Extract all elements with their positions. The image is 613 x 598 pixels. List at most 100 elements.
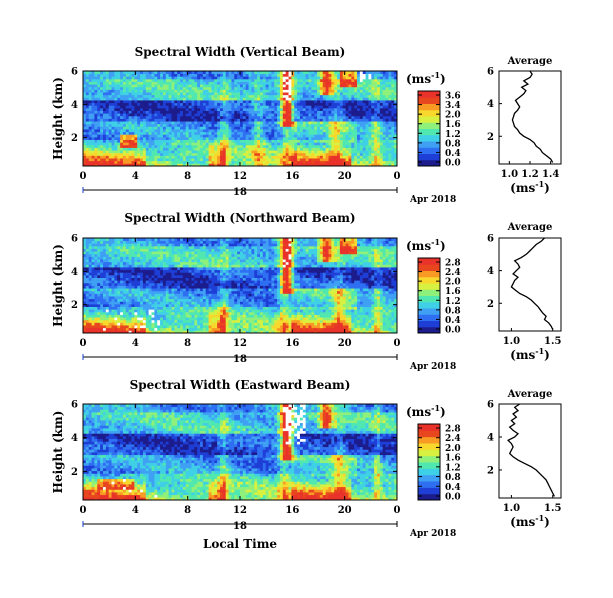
heatmap-cell xyxy=(94,248,98,252)
heatmap-cell xyxy=(185,129,190,133)
heatmap-cell xyxy=(85,76,90,80)
heatmap-cell xyxy=(365,97,369,101)
heatmap-cell xyxy=(88,251,92,255)
heatmap-cell xyxy=(137,121,141,125)
heatmap-cell xyxy=(245,123,249,127)
heatmap-cell xyxy=(214,78,218,82)
heatmap-cell xyxy=(231,110,235,114)
heatmap-cell xyxy=(91,142,95,146)
colorbar-tick-label: 1.6 xyxy=(445,120,461,130)
heatmap-cell xyxy=(102,152,107,156)
heatmap-cell xyxy=(122,319,127,323)
heatmap-cell xyxy=(165,139,170,143)
heatmap-cell xyxy=(197,113,201,117)
heatmap-cell xyxy=(125,267,130,271)
heatmap-cell xyxy=(137,144,141,148)
heatmap-cell xyxy=(88,285,92,289)
heatmap-cell xyxy=(322,160,327,164)
heatmap-cell xyxy=(100,317,104,321)
heatmap-cell xyxy=(145,280,150,284)
heatmap-cell xyxy=(368,89,372,93)
heatmap-cell xyxy=(108,126,112,130)
heatmap-cell xyxy=(140,139,144,143)
heatmap-cell xyxy=(317,134,321,138)
heatmap-cell xyxy=(97,259,101,263)
heatmap-cell xyxy=(105,288,110,292)
colorbar-tick-label: 3.6 xyxy=(445,92,461,102)
heatmap-cell xyxy=(88,107,92,111)
heatmap-cell xyxy=(382,152,386,156)
heatmap-cell xyxy=(168,84,172,88)
heatmap-cell xyxy=(85,261,90,265)
heatmap-cell xyxy=(319,81,324,85)
heatmap-cell xyxy=(125,155,130,159)
heatmap-cell xyxy=(120,115,124,119)
heatmap-cell xyxy=(348,147,352,151)
heatmap-cell xyxy=(168,100,172,104)
heatmap-cell xyxy=(220,123,224,127)
heatmap-cell xyxy=(379,160,384,164)
heatmap-cell xyxy=(182,110,187,114)
heatmap-cell xyxy=(125,303,130,308)
heatmap-cell xyxy=(248,76,252,80)
heatmap-cell xyxy=(114,113,118,117)
heatmap-cell xyxy=(220,139,224,143)
heatmap-cell xyxy=(234,139,238,143)
heatmap-cell xyxy=(125,240,130,244)
heatmap-cell xyxy=(114,277,118,281)
heatmap-cell xyxy=(148,245,152,249)
heatmap-cell xyxy=(165,100,170,104)
heatmap-cell xyxy=(128,78,132,82)
heatmap-cell xyxy=(234,136,238,141)
heatmap-cell xyxy=(83,243,87,247)
heatmap-cell xyxy=(97,248,101,252)
heatmap-cell xyxy=(134,317,138,321)
heatmap-cell xyxy=(299,139,304,143)
heatmap-cell xyxy=(242,126,247,130)
heatmap-cell xyxy=(257,89,261,93)
heatmap-cell xyxy=(185,76,190,80)
heatmap-cell xyxy=(311,163,315,167)
heatmap-cell xyxy=(319,86,324,90)
heatmap-cell xyxy=(222,94,227,98)
heatmap-cell xyxy=(120,317,124,321)
heatmap-cell xyxy=(262,131,267,135)
heatmap-cell xyxy=(385,134,389,138)
heatmap-cell xyxy=(222,105,227,109)
heatmap-cell xyxy=(282,155,287,159)
heatmap-cell xyxy=(228,160,232,164)
heatmap-cell xyxy=(160,81,164,85)
heatmap-cell xyxy=(94,136,98,141)
heatmap-cell xyxy=(102,158,107,162)
heatmap-cell xyxy=(108,123,112,127)
heatmap-cell xyxy=(371,155,375,159)
heatmap-cell xyxy=(379,81,384,85)
heatmap-cell xyxy=(148,160,152,164)
heatmap-cell xyxy=(394,81,398,85)
heatmap-cell xyxy=(148,248,152,252)
heatmap-cell xyxy=(339,158,344,162)
heatmap-cell xyxy=(94,309,98,313)
heatmap-cell xyxy=(88,293,92,297)
heatmap-cell xyxy=(365,142,369,146)
heatmap-cell xyxy=(359,163,364,167)
heatmap-cell xyxy=(185,102,190,106)
heatmap-cell xyxy=(348,115,352,119)
heatmap-cell xyxy=(105,272,110,276)
heatmap-cell xyxy=(359,126,364,130)
heatmap-cell xyxy=(228,118,232,122)
heatmap-cell xyxy=(162,71,167,75)
heatmap-cell xyxy=(168,110,172,114)
heatmap-cell xyxy=(182,115,187,119)
heatmap-cell xyxy=(311,115,315,119)
heatmap-cell xyxy=(337,73,341,77)
heatmap-cell xyxy=(377,76,381,80)
heatmap-cell xyxy=(299,131,304,135)
heatmap-cell xyxy=(359,160,364,164)
heatmap-cell xyxy=(188,158,192,162)
profile-y-tick-label: 6 xyxy=(487,67,494,78)
heatmap-cell xyxy=(245,107,249,111)
heatmap-cell xyxy=(165,131,170,135)
heatmap-cell xyxy=(257,86,261,90)
heatmap-cell xyxy=(120,296,124,300)
